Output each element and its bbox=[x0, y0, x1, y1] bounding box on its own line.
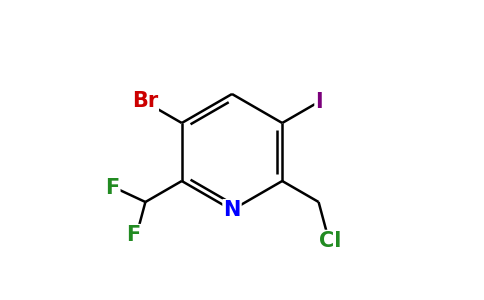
Text: Br: Br bbox=[132, 91, 158, 111]
Text: F: F bbox=[126, 225, 140, 245]
Text: I: I bbox=[315, 92, 323, 112]
Text: Cl: Cl bbox=[319, 231, 341, 251]
Text: F: F bbox=[106, 178, 120, 199]
Text: N: N bbox=[223, 200, 241, 220]
